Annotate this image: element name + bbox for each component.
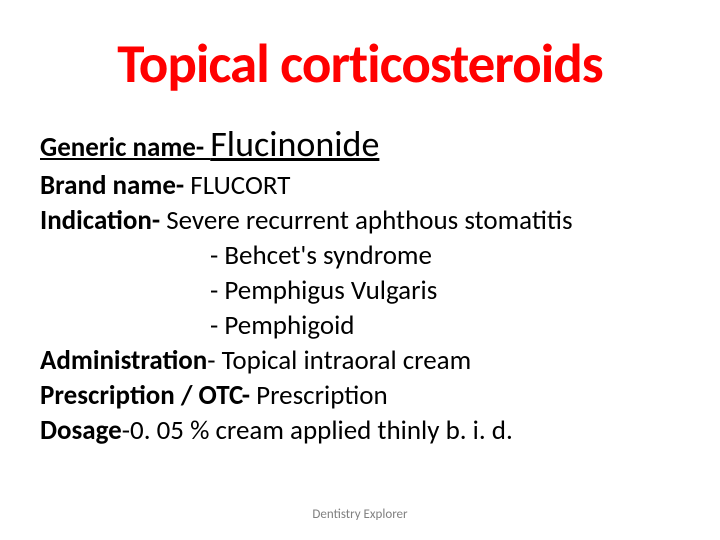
prescription-label: Prescription / OTC- <box>40 379 256 412</box>
indication-item: - Pemphigus Vulgaris <box>40 273 680 308</box>
generic-value: Flucinonide <box>210 122 379 166</box>
dosage-label: Dosage <box>40 414 122 447</box>
generic-label: Generic name- <box>40 131 210 164</box>
indication-line: Indication- Severe recurrent aphthous st… <box>40 203 680 238</box>
dosage-value: -0. 05 % cream applied thinly b. i. d. <box>122 414 513 447</box>
prescription-line: Prescription / OTC- Prescription <box>40 378 680 413</box>
administration-label: Administration <box>40 344 207 377</box>
slide-title: Topical corticosteroids <box>40 30 680 97</box>
footer-text: Dentistry Explorer <box>0 507 720 522</box>
administration-value: - Topical intraoral cream <box>207 344 471 377</box>
slide-container: Topical corticosteroids Generic name- Fl… <box>0 0 720 469</box>
administration-line: Administration- Topical intraoral cream <box>40 343 680 378</box>
indication-item: - Pemphigoid <box>40 308 680 343</box>
generic-line: Generic name- Flucinonide <box>40 121 680 168</box>
content-block: Generic name- Flucinonide Brand name- FL… <box>40 121 680 449</box>
indication-item: - Behcet's syndrome <box>40 238 680 273</box>
brand-line: Brand name- FLUCORT <box>40 168 680 203</box>
indication-value: Severe recurrent aphthous stomatitis <box>166 204 572 237</box>
brand-label: Brand name- <box>40 169 190 202</box>
dosage-line: Dosage-0. 05 % cream applied thinly b. i… <box>40 413 680 448</box>
brand-value: FLUCORT <box>190 169 290 202</box>
indication-label: Indication- <box>40 204 166 237</box>
prescription-value: Prescription <box>256 379 388 412</box>
